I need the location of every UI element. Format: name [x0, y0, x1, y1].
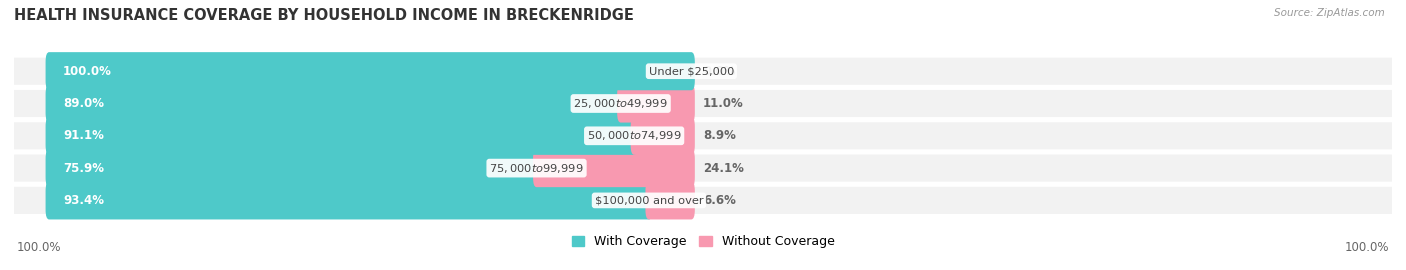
- Text: $50,000 to $74,999: $50,000 to $74,999: [586, 129, 682, 142]
- Text: 6.6%: 6.6%: [703, 194, 735, 207]
- FancyBboxPatch shape: [14, 187, 1392, 214]
- FancyBboxPatch shape: [645, 181, 695, 220]
- FancyBboxPatch shape: [45, 85, 624, 123]
- Text: $75,000 to $99,999: $75,000 to $99,999: [489, 162, 583, 175]
- FancyBboxPatch shape: [631, 117, 695, 155]
- Text: 100.0%: 100.0%: [63, 65, 112, 78]
- Text: $25,000 to $49,999: $25,000 to $49,999: [574, 97, 668, 110]
- Text: Under $25,000: Under $25,000: [648, 66, 734, 76]
- FancyBboxPatch shape: [45, 117, 638, 155]
- Text: 89.0%: 89.0%: [63, 97, 104, 110]
- Text: HEALTH INSURANCE COVERAGE BY HOUSEHOLD INCOME IN BRECKENRIDGE: HEALTH INSURANCE COVERAGE BY HOUSEHOLD I…: [14, 8, 634, 23]
- FancyBboxPatch shape: [14, 122, 1392, 149]
- Text: 100.0%: 100.0%: [17, 241, 62, 254]
- FancyBboxPatch shape: [617, 85, 695, 123]
- Text: 8.9%: 8.9%: [703, 129, 735, 142]
- FancyBboxPatch shape: [45, 181, 652, 220]
- FancyBboxPatch shape: [45, 149, 540, 187]
- FancyBboxPatch shape: [14, 90, 1392, 117]
- Legend: With Coverage, Without Coverage: With Coverage, Without Coverage: [567, 230, 839, 253]
- Text: $100,000 and over: $100,000 and over: [595, 195, 703, 205]
- Text: 75.9%: 75.9%: [63, 162, 104, 175]
- FancyBboxPatch shape: [533, 149, 695, 187]
- Text: 0.0%: 0.0%: [703, 65, 735, 78]
- Text: 24.1%: 24.1%: [703, 162, 744, 175]
- Text: 91.1%: 91.1%: [63, 129, 104, 142]
- Text: Source: ZipAtlas.com: Source: ZipAtlas.com: [1274, 8, 1385, 18]
- Text: 100.0%: 100.0%: [1344, 241, 1389, 254]
- FancyBboxPatch shape: [14, 58, 1392, 85]
- FancyBboxPatch shape: [45, 52, 695, 90]
- Text: 93.4%: 93.4%: [63, 194, 104, 207]
- Text: 11.0%: 11.0%: [703, 97, 744, 110]
- FancyBboxPatch shape: [14, 154, 1392, 182]
